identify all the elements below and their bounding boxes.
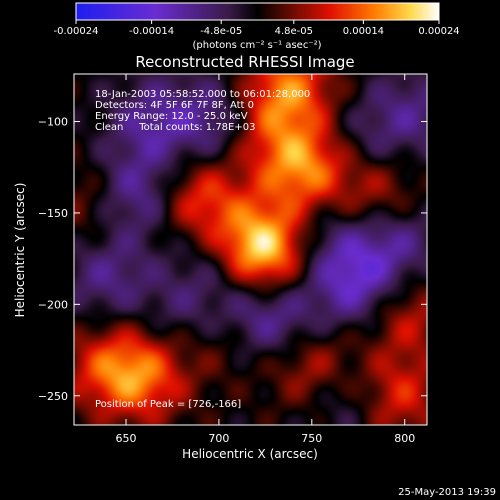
y-tick-label: −100 (38, 116, 68, 129)
colorbar-tick-label: -0.00014 (129, 26, 174, 37)
y-tick-label: −150 (38, 207, 68, 220)
info-annotations: 18-Jan-2003 05:58:52.000 to 06:01:28.000… (95, 89, 310, 410)
colorbar-ticks: -0.00024 -0.00014 -4.8e-05 4.8e-05 0.00014 0.… (54, 20, 460, 37)
colorbar (75, 2, 440, 21)
colorbar-units: (photons cm⁻² s⁻¹ asec⁻²) (192, 40, 321, 51)
y-axis: −100 −150 −200 −250 (38, 116, 427, 403)
annotation-energy: Energy Range: 12.0 - 25.0 keV (95, 111, 248, 122)
x-axis-label: Heliocentric X (arcsec) (182, 447, 318, 461)
annotation-detectors: Detectors: 4F 5F 6F 7F 8F, Att 0 (95, 100, 254, 111)
x-tick-label: 800 (394, 432, 415, 445)
colorbar-tick-label: 0.00024 (418, 26, 459, 37)
colorbar-tick-label: -4.8e-05 (200, 26, 242, 37)
plot-frame (73, 73, 428, 426)
y-axis-label: Heliocentric Y (arcsec) (13, 183, 27, 318)
x-tick-label: 750 (301, 432, 322, 445)
colorbar-tick-label: 0.00014 (343, 26, 384, 37)
x-axis: 650 700 750 800 (116, 74, 415, 445)
annotation-peak: Position of Peak = [726,-166] (95, 399, 241, 410)
y-tick-label: −200 (38, 298, 68, 311)
annotation-time: 18-Jan-2003 05:58:52.000 to 06:01:28.000 (95, 89, 310, 100)
colorbar-tick-label: -0.00024 (54, 26, 99, 37)
heatmap-image (74, 74, 427, 425)
colorbar-tick-label: 4.8e-05 (275, 26, 313, 37)
footer-date: 25-May-2013 19:39 (398, 487, 496, 498)
x-tick-label: 700 (208, 432, 229, 445)
annotation-clean: Clean Total counts: 1.78E+03 (95, 122, 255, 133)
chart-title: Reconstructed RHESSI Image (135, 53, 354, 71)
y-tick-label: −250 (38, 390, 68, 403)
x-tick-label: 650 (116, 432, 137, 445)
